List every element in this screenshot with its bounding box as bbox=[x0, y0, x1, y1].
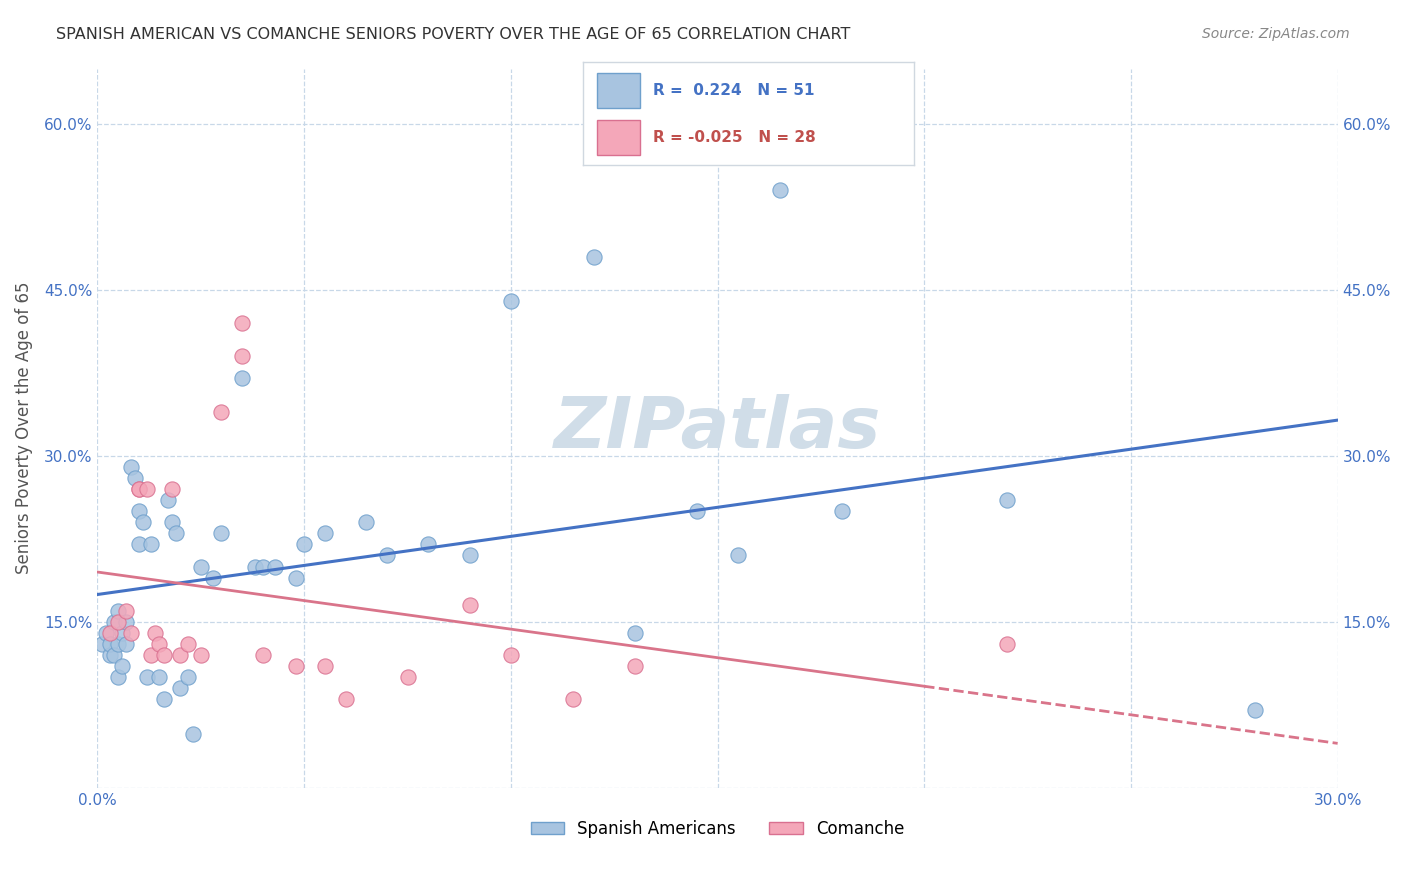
Point bbox=[128, 482, 150, 496]
Point bbox=[231, 371, 253, 385]
Point bbox=[111, 626, 134, 640]
Point bbox=[335, 692, 357, 706]
Point bbox=[165, 526, 187, 541]
Point bbox=[458, 549, 481, 563]
Point bbox=[831, 504, 853, 518]
Point bbox=[686, 504, 709, 518]
Point bbox=[243, 559, 266, 574]
Text: Source: ZipAtlas.com: Source: ZipAtlas.com bbox=[1202, 27, 1350, 41]
Text: R = -0.025   N = 28: R = -0.025 N = 28 bbox=[652, 130, 815, 145]
Point bbox=[136, 670, 159, 684]
Point bbox=[98, 626, 121, 640]
Point bbox=[132, 515, 155, 529]
Point bbox=[252, 648, 274, 662]
Point bbox=[111, 659, 134, 673]
Y-axis label: Seniors Poverty Over the Age of 65: Seniors Poverty Over the Age of 65 bbox=[15, 282, 32, 574]
Point bbox=[148, 670, 170, 684]
Text: SPANISH AMERICAN VS COMANCHE SENIORS POVERTY OVER THE AGE OF 65 CORRELATION CHAR: SPANISH AMERICAN VS COMANCHE SENIORS POV… bbox=[56, 27, 851, 42]
Text: ZIPatlas: ZIPatlas bbox=[554, 393, 882, 463]
Point bbox=[995, 637, 1018, 651]
Point bbox=[136, 482, 159, 496]
Point bbox=[314, 659, 336, 673]
Point bbox=[284, 571, 307, 585]
Point bbox=[727, 549, 749, 563]
Text: R =  0.224   N = 51: R = 0.224 N = 51 bbox=[652, 83, 814, 97]
Point bbox=[152, 692, 174, 706]
Bar bbox=[596, 120, 640, 155]
Point bbox=[231, 316, 253, 330]
Point bbox=[264, 559, 287, 574]
Point bbox=[115, 615, 138, 629]
Point bbox=[458, 599, 481, 613]
Point bbox=[103, 648, 125, 662]
Point bbox=[120, 626, 142, 640]
Bar bbox=[596, 73, 640, 108]
Point bbox=[202, 571, 225, 585]
Point bbox=[107, 637, 129, 651]
Point bbox=[396, 670, 419, 684]
Point bbox=[169, 648, 191, 662]
Point bbox=[141, 648, 163, 662]
Point bbox=[499, 293, 522, 308]
Point bbox=[418, 537, 440, 551]
Point bbox=[107, 615, 129, 629]
Point bbox=[156, 493, 179, 508]
Point bbox=[499, 648, 522, 662]
Point bbox=[375, 549, 398, 563]
Point bbox=[94, 626, 117, 640]
Point bbox=[90, 637, 112, 651]
Point bbox=[115, 604, 138, 618]
Point bbox=[292, 537, 315, 551]
Point bbox=[124, 471, 146, 485]
Point bbox=[128, 482, 150, 496]
Point bbox=[107, 604, 129, 618]
Point bbox=[284, 659, 307, 673]
Point bbox=[624, 659, 647, 673]
Point bbox=[128, 504, 150, 518]
Point bbox=[211, 404, 233, 418]
Point bbox=[1244, 703, 1267, 717]
Point bbox=[768, 183, 790, 197]
Point bbox=[582, 250, 605, 264]
Point bbox=[128, 537, 150, 551]
Point bbox=[143, 626, 166, 640]
Point bbox=[561, 692, 583, 706]
Point bbox=[995, 493, 1018, 508]
Point bbox=[98, 648, 121, 662]
Point bbox=[190, 648, 212, 662]
Point bbox=[148, 637, 170, 651]
Point bbox=[177, 637, 200, 651]
Point bbox=[160, 482, 183, 496]
Legend: Spanish Americans, Comanche: Spanish Americans, Comanche bbox=[524, 813, 911, 844]
Point bbox=[211, 526, 233, 541]
Point bbox=[115, 637, 138, 651]
Point bbox=[160, 515, 183, 529]
Point bbox=[624, 626, 647, 640]
Point bbox=[98, 637, 121, 651]
Point bbox=[169, 681, 191, 696]
Point bbox=[314, 526, 336, 541]
Point bbox=[354, 515, 377, 529]
Point bbox=[231, 349, 253, 363]
Point bbox=[252, 559, 274, 574]
Point bbox=[190, 559, 212, 574]
Point bbox=[152, 648, 174, 662]
Point bbox=[107, 670, 129, 684]
Point bbox=[120, 459, 142, 474]
Point bbox=[141, 537, 163, 551]
Point bbox=[181, 726, 204, 740]
Point bbox=[103, 615, 125, 629]
Point bbox=[177, 670, 200, 684]
